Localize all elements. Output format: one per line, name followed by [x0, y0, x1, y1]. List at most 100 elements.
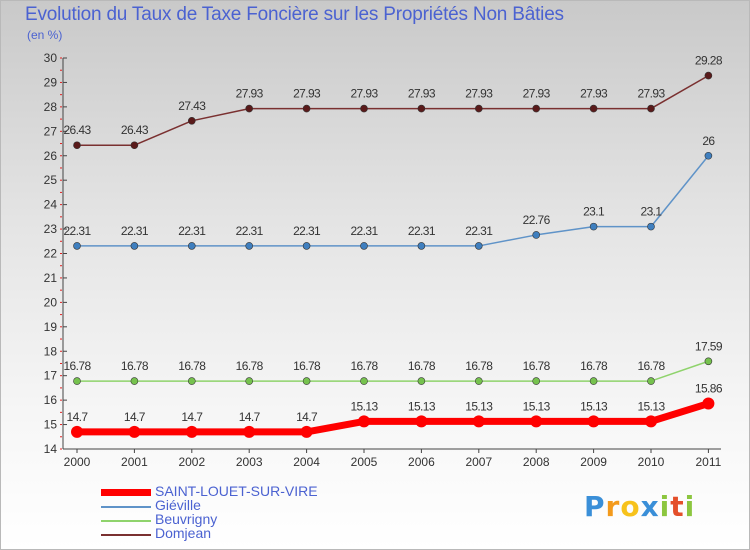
y-tick-label: 30	[44, 51, 58, 65]
data-point-gi-ville	[532, 231, 541, 239]
data-point-domjean	[73, 141, 81, 150]
data-point-saint-louet-sur-vire	[645, 415, 657, 428]
data-label-domjean: 29.28	[695, 54, 723, 68]
data-label-gi-ville: 22.31	[63, 224, 91, 238]
x-tick-label: 2003	[236, 455, 263, 469]
y-tick-label: 29	[44, 75, 58, 89]
data-point-beuvrigny	[532, 377, 541, 385]
data-label-gi-ville: 22.31	[408, 224, 436, 238]
data-label-domjean: 27.93	[465, 87, 493, 101]
legend-swatch	[101, 534, 151, 536]
data-point-gi-ville	[474, 242, 483, 250]
data-point-beuvrigny	[302, 377, 311, 385]
data-label-beuvrigny: 16.78	[63, 359, 91, 373]
data-point-saint-louet-sur-vire	[472, 415, 485, 428]
y-tick-label: 22	[44, 247, 58, 261]
y-tick-label: 25	[44, 173, 58, 187]
logo-letter: i	[684, 490, 696, 523]
data-label-domjean: 27.93	[523, 87, 551, 101]
data-label-domjean: 26.43	[121, 123, 149, 137]
data-label-gi-ville: 22.31	[465, 224, 493, 238]
data-point-domjean	[417, 104, 426, 113]
x-tick-label: 2007	[465, 455, 492, 469]
data-label-saint-louet-sur-vire: 14.7	[67, 410, 89, 424]
x-tick-label: 2008	[523, 455, 550, 469]
data-point-beuvrigny	[704, 357, 713, 366]
data-label-saint-louet-sur-vire: 15.13	[637, 399, 665, 413]
data-point-domjean	[302, 104, 311, 113]
legend-label: SAINT-LOUET-SUR-VIRE	[155, 483, 318, 499]
y-tick-label: 23	[44, 222, 58, 236]
data-label-saint-louet-sur-vire: 15.13	[408, 399, 436, 413]
data-point-beuvrigny	[474, 377, 483, 385]
x-tick-label: 2002	[178, 455, 205, 469]
data-point-saint-louet-sur-vire	[71, 425, 83, 438]
data-point-domjean	[589, 104, 598, 113]
data-point-gi-ville	[647, 222, 655, 231]
data-label-saint-louet-sur-vire: 14.7	[296, 410, 318, 424]
data-label-gi-ville: 22.76	[523, 213, 551, 227]
data-label-gi-ville: 22.31	[350, 224, 378, 238]
data-label-domjean: 26.43	[63, 123, 91, 137]
data-label-domjean: 27.93	[293, 87, 321, 101]
y-tick-label: 24	[44, 198, 58, 212]
data-point-saint-louet-sur-vire	[415, 415, 428, 428]
data-label-beuvrigny: 16.78	[637, 359, 665, 373]
data-point-beuvrigny	[245, 377, 253, 385]
series-line-domjean	[76, 74, 710, 146]
data-label-gi-ville: 22.31	[121, 224, 149, 238]
data-label-gi-ville: 26	[702, 134, 715, 148]
data-point-beuvrigny	[360, 377, 368, 385]
data-label-saint-louet-sur-vire: 14.7	[181, 410, 203, 424]
proxiti-logo: Proxiti	[584, 490, 695, 523]
data-point-domjean	[647, 104, 655, 113]
data-point-gi-ville	[589, 222, 598, 231]
x-tick-label: 2009	[580, 455, 607, 469]
data-point-gi-ville	[188, 242, 196, 250]
y-tick-label: 28	[44, 100, 58, 114]
x-tick-label: 2001	[121, 455, 148, 469]
legend-swatch	[101, 489, 151, 496]
data-point-gi-ville	[417, 242, 426, 250]
data-label-beuvrigny: 17.59	[695, 339, 723, 353]
data-point-gi-ville	[704, 151, 713, 160]
data-point-beuvrigny	[589, 377, 598, 385]
data-label-beuvrigny: 16.78	[350, 359, 378, 373]
data-label-beuvrigny: 16.78	[236, 359, 264, 373]
x-tick-label: 2010	[638, 455, 665, 469]
data-point-gi-ville	[130, 242, 139, 250]
data-point-domjean	[188, 117, 196, 125]
data-point-saint-louet-sur-vire	[243, 425, 256, 438]
data-label-gi-ville: 23.1	[583, 205, 605, 219]
x-tick-label: 2000	[64, 455, 91, 469]
data-point-domjean	[474, 104, 483, 113]
data-point-saint-louet-sur-vire	[128, 425, 141, 438]
data-point-domjean	[704, 71, 713, 80]
series-line-gi-ville	[76, 155, 710, 247]
data-point-domjean	[532, 104, 541, 113]
data-label-beuvrigny: 16.78	[293, 359, 321, 373]
x-tick-label: 2006	[408, 455, 435, 469]
data-point-saint-louet-sur-vire	[702, 397, 715, 410]
data-point-beuvrigny	[130, 377, 139, 385]
y-tick-label: 21	[44, 271, 58, 285]
data-point-domjean	[130, 141, 139, 150]
data-point-gi-ville	[360, 242, 368, 250]
logo-letter: i	[659, 490, 671, 523]
y-tick-label: 20	[44, 295, 58, 309]
y-axis-unit-label: (en %)	[27, 28, 63, 42]
y-tick-label: 26	[44, 149, 58, 163]
series-line-beuvrigny	[76, 360, 710, 382]
data-label-beuvrigny: 16.78	[408, 359, 436, 373]
legend-swatch	[101, 520, 151, 522]
data-label-gi-ville: 22.31	[293, 224, 321, 238]
y-tick-label: 14	[44, 442, 58, 456]
legend-label: Domjean	[155, 525, 212, 541]
data-label-saint-louet-sur-vire: 14.7	[239, 410, 261, 424]
data-point-beuvrigny	[647, 377, 655, 385]
data-label-gi-ville: 22.31	[236, 224, 264, 238]
data-label-domjean: 27.93	[236, 87, 264, 101]
data-label-domjean: 27.43	[178, 99, 206, 113]
